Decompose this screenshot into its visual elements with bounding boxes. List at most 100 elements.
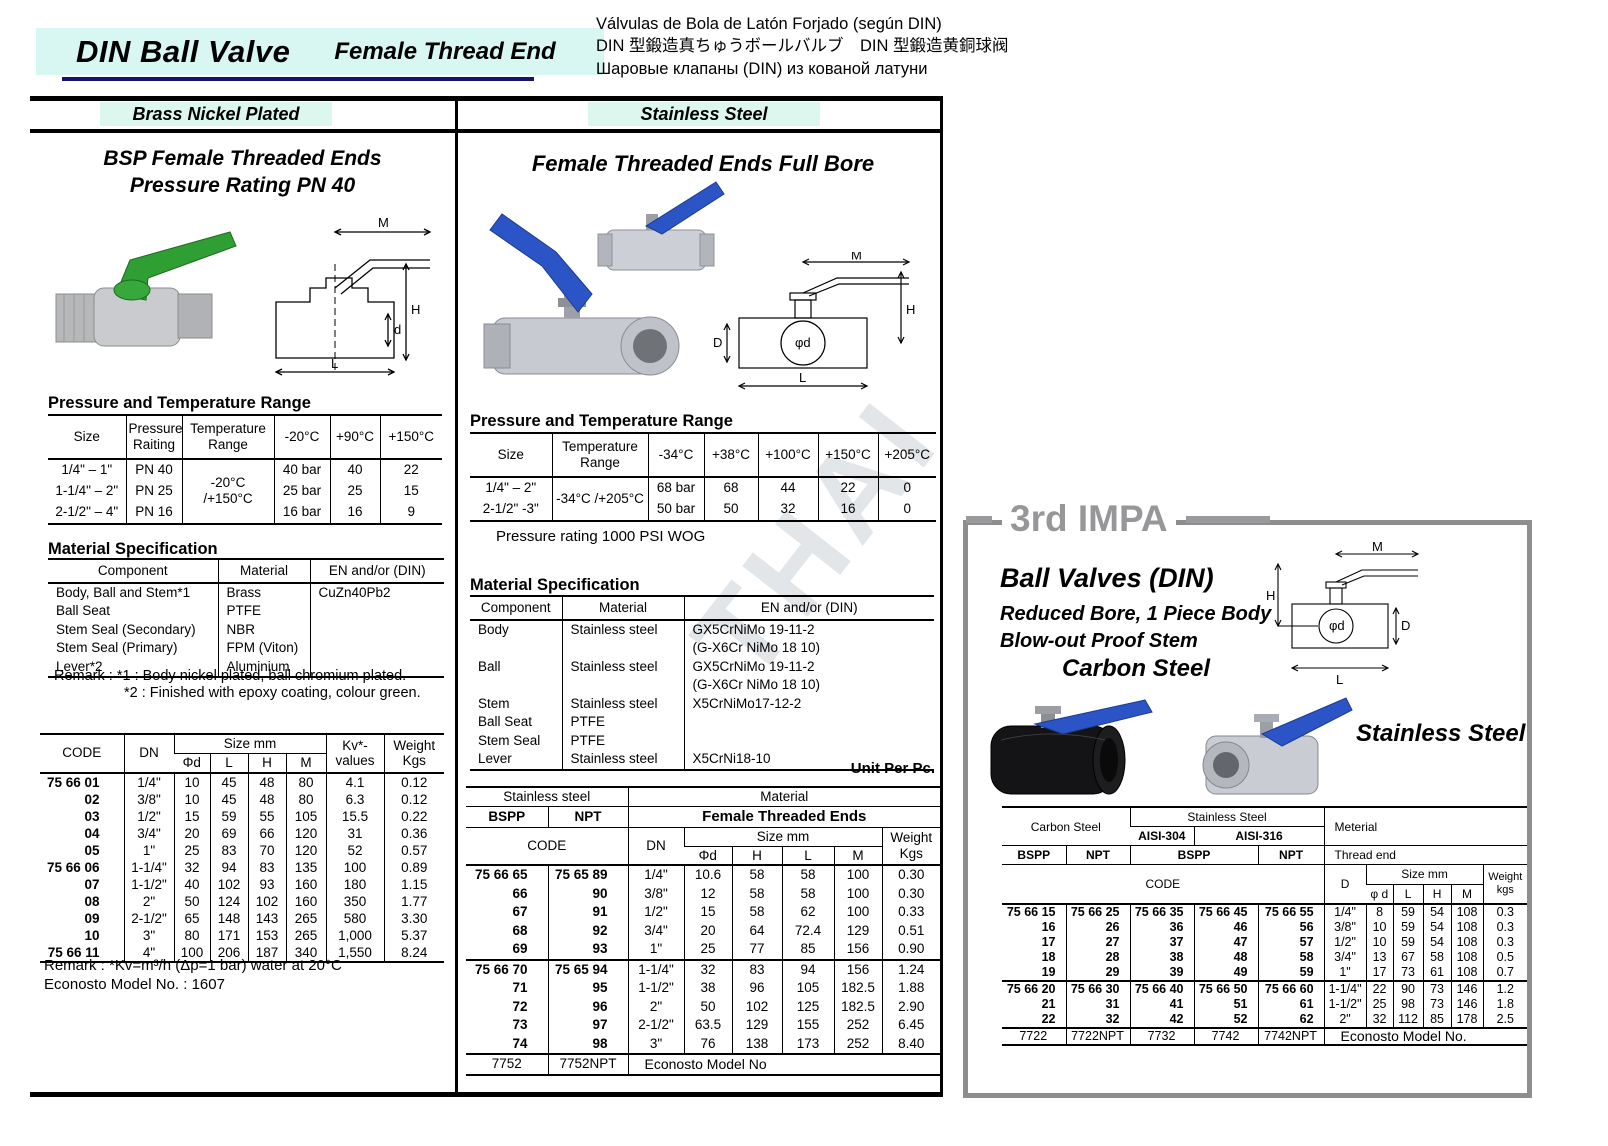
table-cell: 39 — [1129, 964, 1195, 981]
table-cell: 3/8" — [627, 884, 685, 904]
table-row: 10 3" 80 171 153 265 1,000 5.37 — [40, 926, 445, 944]
table-row: 75 66 01 1/4" 10 45 48 80 4.1 0.12 — [40, 772, 445, 791]
table-cell: 58 — [781, 865, 835, 885]
table-cell: 71 — [512, 980, 528, 996]
table-cell: 61 — [1257, 996, 1325, 1012]
stainless-ms-heading: Material Specification — [470, 576, 640, 594]
table-cell: 3.30 — [383, 909, 445, 927]
table-cell: 75 66 45 — [1193, 903, 1259, 920]
impa-feature-2: Blow-out Proof Stem — [1000, 630, 1198, 652]
impa-product-title: Ball Valves (DIN) — [1000, 563, 1214, 593]
table-cell: 67 — [1392, 949, 1424, 965]
table-cell: 182.5 — [833, 997, 883, 1017]
page-header: DIN Ball Valve Female Thread End — [36, 28, 604, 75]
table-cell: GX5CrNiMo 19-11-2 — [683, 619, 934, 640]
table-cell: 22 — [1365, 980, 1394, 997]
table-cell: 48 — [247, 790, 286, 808]
table-cell: 100 — [833, 903, 883, 922]
table-cell: 1/4" — [1323, 903, 1367, 920]
dim-label-d-cap: D — [1401, 618, 1410, 633]
table-cell: 135 — [285, 858, 327, 876]
dim-label-l: L — [331, 356, 338, 371]
table-cell: 143 — [247, 909, 286, 927]
table-cell: 10 — [173, 790, 210, 808]
table-cell: 0.5 — [1482, 949, 1528, 965]
table-cell: FPM (Viton) — [217, 639, 310, 658]
table-cell: 27 — [1065, 934, 1131, 950]
table-cell: 3" — [123, 926, 174, 944]
table-cell: (G-X6Cr NiMo 18 10) — [683, 676, 934, 695]
translation-spanish: Válvulas de Bola de Latón Forjado (según… — [596, 15, 942, 33]
stainless-onepiece-valve-photo — [1202, 697, 1353, 795]
table-cell: 75 66 60 — [1257, 980, 1325, 997]
table-cell: 120 — [285, 824, 327, 842]
table-row: 05 1" 25 83 70 120 52 0.57 — [40, 841, 445, 859]
table-cell: 18 — [1041, 949, 1056, 964]
table-row: 75 66 20 75 66 30 75 66 40 75 66 50 75 66 60… — [1002, 980, 1528, 997]
table-row: 1/4" – 2" -34°C /+205°C 68 bar 68 44 22 0 — [470, 476, 936, 521]
econosto-row-group: 7722 7722NPT 7732 7742 7742NPT Econosto … — [1002, 1027, 1528, 1045]
table-cell: 1.77 — [383, 892, 445, 910]
translation-cjk: DIN 型鍛造真ちゅうボールバルブ DIN 型鍛造黄銅球阀 — [596, 37, 1009, 56]
table-cell: 1,000 — [325, 926, 385, 944]
brass-codes-table: CODE DN Size mm Kv*- values Weight Kgs Φ… — [40, 733, 445, 963]
table-cell: 160 — [285, 875, 327, 893]
table-row: 03 1/2" 15 59 55 105 15.5 0.22 — [40, 807, 445, 825]
table-row: 73 97 2-1/2" 63.5 129 155 252 6.45 — [466, 1016, 941, 1035]
impa-bar-right — [1185, 515, 1270, 523]
table-row: 1-1/4" – 2" PN 25 25 bar 25 15 — [48, 480, 442, 502]
table-cell: 70 — [247, 841, 286, 859]
table-cell: 32 — [173, 858, 210, 876]
table-cell: 73 — [1392, 964, 1424, 981]
table-cell: 48 — [247, 772, 286, 791]
table-cell: 20 — [683, 921, 733, 941]
table-cell: 20 — [173, 824, 210, 842]
table-cell: 1/2" — [1323, 934, 1367, 950]
table-cell: 180 — [325, 875, 385, 893]
table-row: 75 66 06 1-1/4" 32 94 83 135 100 0.89 — [40, 858, 445, 876]
section-label-brass: Brass Nickel Plated — [100, 102, 332, 126]
table-row: 18 28 38 48 58 3/4" 13 67 58 108 0.5 — [1002, 949, 1528, 965]
stainless-pt-heading: Pressure and Temperature Range — [470, 412, 733, 430]
table-cell: (G-X6Cr NiMo 18 10) — [683, 639, 934, 658]
table-cell: 25 — [173, 841, 210, 859]
brass-ms-heading: Material Specification — [48, 540, 218, 558]
table-cell — [309, 639, 444, 658]
translations: Válvulas de Bola de Latón Forjado (según… — [596, 13, 1016, 80]
table-cell: 75 66 55 — [1257, 903, 1325, 920]
table-cell: 31 — [1065, 996, 1131, 1012]
table-row: Body Stainless steel GX5CrNiMo 19-11-2 — [470, 619, 934, 640]
table-cell: 3/4" — [627, 921, 685, 941]
table-cell: 54 — [1422, 934, 1452, 950]
table-cell: Aluminium — [217, 657, 310, 678]
table-cell: Stainless steel — [561, 694, 684, 714]
table-cell: 31 — [325, 824, 385, 842]
table-cell: 6.3 — [325, 790, 385, 808]
table-cell: 83 — [209, 841, 248, 859]
table-cell: 75 66 15 — [1006, 904, 1056, 919]
table-cell: 1" — [1323, 964, 1367, 981]
table-cell: Stainless steel — [561, 750, 684, 770]
table-cell: 12 — [683, 884, 733, 904]
table-cell: 75 66 70 — [474, 961, 528, 977]
table-cell: 41 — [1129, 996, 1195, 1012]
page-title: DIN Ball Valve — [76, 33, 291, 69]
table-cell: 171 — [209, 926, 248, 944]
table-cell: 155 — [781, 1016, 835, 1035]
table-cell: 75 66 40 — [1129, 980, 1195, 997]
table-row: 21 31 41 51 61 1-1/2" 25 98 73 146 1.8 — [1002, 996, 1528, 1012]
table-row: 75 66 15 75 66 25 75 66 35 75 66 45 75 66 55… — [1002, 903, 1528, 920]
table-cell: 58 — [731, 903, 783, 922]
table-cell: 94 — [209, 858, 248, 876]
table-cell: Stem Seal (Primary) — [56, 640, 178, 656]
table-cell: 340 — [285, 943, 327, 962]
table-cell: 80 — [285, 772, 327, 791]
brass-pt-header: Size Pressure Raiting Temperature Range … — [48, 415, 442, 459]
table-row: 19 29 39 49 59 1" 17 73 61 108 0.7 — [1002, 964, 1528, 981]
table-cell: Ball Seat — [478, 714, 533, 730]
table-cell: Ball Seat — [56, 603, 111, 619]
table-cell: 129 — [833, 921, 883, 941]
table-cell: 90 — [1392, 980, 1424, 997]
table-cell: 08 — [84, 893, 100, 909]
table-cell: 10 — [1365, 919, 1394, 935]
